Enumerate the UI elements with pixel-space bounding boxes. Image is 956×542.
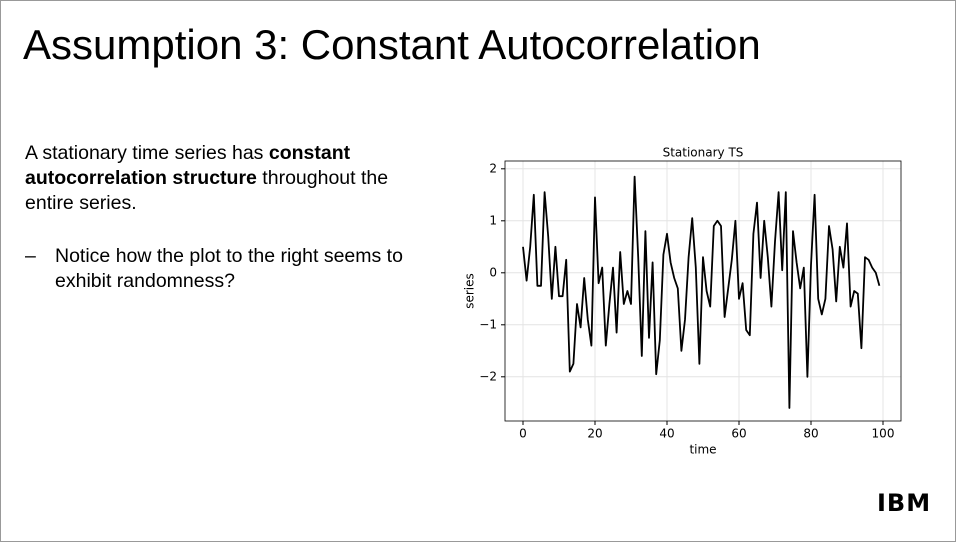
y-tick-label: −2 bbox=[479, 369, 497, 383]
paragraph: A stationary time series has constant au… bbox=[25, 141, 405, 216]
logo: IBM bbox=[877, 489, 932, 517]
x-tick-label: 60 bbox=[731, 427, 746, 441]
x-tick-label: 0 bbox=[519, 427, 527, 441]
y-tick-label: 0 bbox=[489, 265, 497, 279]
line bbox=[522, 175, 881, 409]
slide-title: Assumption 3: Constant Autocorrelation bbox=[23, 21, 761, 68]
x-tick-label: 80 bbox=[803, 427, 818, 441]
y-tick-label: −1 bbox=[479, 317, 497, 331]
text: throughout the entire series. bbox=[25, 167, 389, 214]
text: A stationary time series has bbox=[25, 142, 269, 164]
bullet-marker: – bbox=[25, 245, 36, 267]
x-tick-label: 20 bbox=[587, 427, 602, 441]
bullet: – Notice how the plot to the right seems … bbox=[25, 244, 405, 294]
y-tick-label: 1 bbox=[489, 213, 497, 227]
bullet-text: Notice how the plot to the right seems t… bbox=[55, 245, 403, 292]
y-axis-label: series bbox=[463, 273, 477, 309]
x-tick-label: 100 bbox=[872, 427, 895, 441]
x-axis-label: time bbox=[689, 443, 716, 457]
x-tick-label: 40 bbox=[659, 427, 674, 441]
bold-text: constant autocorrelation structure bbox=[25, 142, 351, 189]
chart-title: Stationary TS bbox=[663, 146, 744, 160]
y-tick-label: 2 bbox=[489, 161, 497, 175]
plot-frame bbox=[504, 160, 902, 422]
